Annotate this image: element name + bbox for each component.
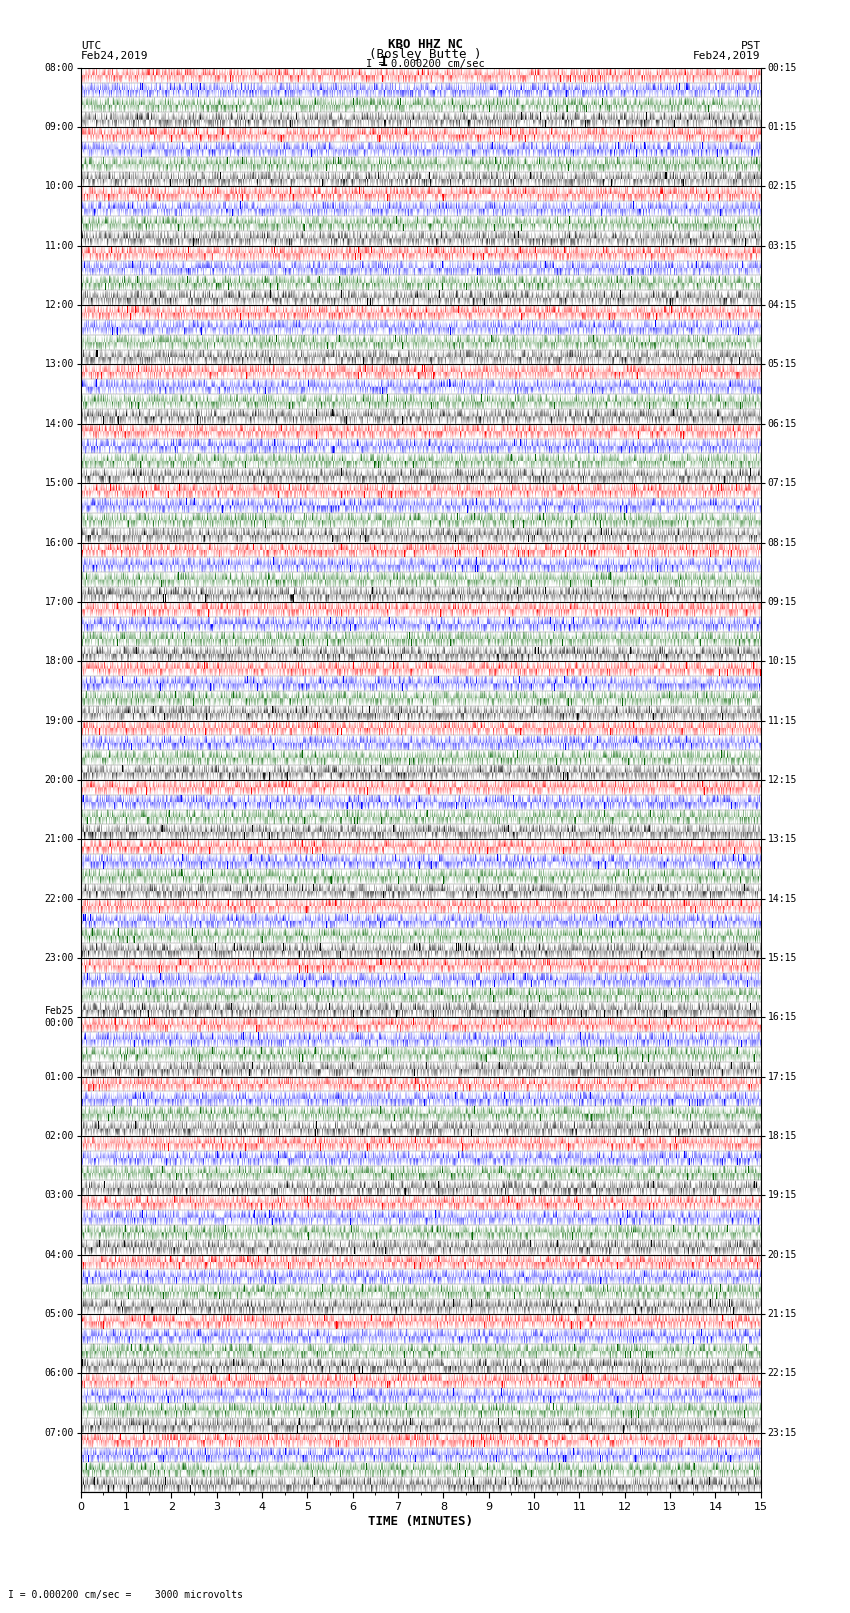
Text: I = 0.000200 cm/sec: I = 0.000200 cm/sec [366,58,484,69]
Text: KBO HHZ NC: KBO HHZ NC [388,37,462,50]
X-axis label: TIME (MINUTES): TIME (MINUTES) [368,1515,473,1528]
Text: Feb24,2019: Feb24,2019 [694,52,761,61]
Text: Feb24,2019: Feb24,2019 [81,52,148,61]
Text: I = 0.000200 cm/sec =    3000 microvolts: I = 0.000200 cm/sec = 3000 microvolts [8,1590,243,1600]
Text: PST: PST [740,40,761,50]
Text: (Bosley Butte ): (Bosley Butte ) [369,48,481,61]
Text: UTC: UTC [81,40,101,50]
Text: I: I [380,55,388,69]
